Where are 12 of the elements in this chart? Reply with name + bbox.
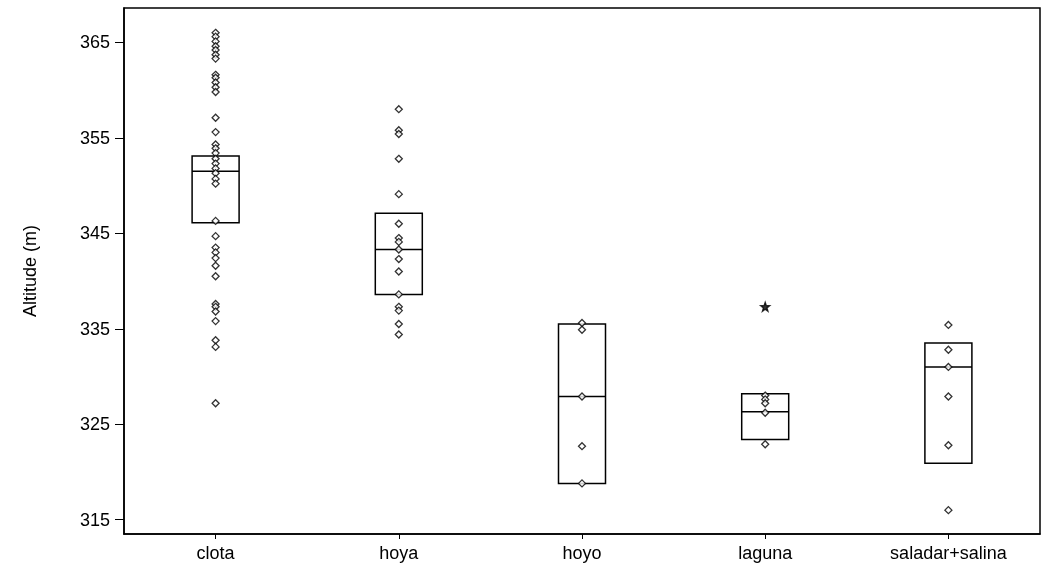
x-tick-label: hoya bbox=[379, 543, 420, 563]
x-tick-label: hoyo bbox=[562, 543, 602, 563]
y-tick-label: 325 bbox=[79, 414, 110, 435]
y-tick-label: 355 bbox=[79, 127, 110, 148]
y-tick-label: 335 bbox=[79, 318, 110, 339]
y-tick-label: 365 bbox=[79, 32, 110, 53]
x-tick-label: saladar+salina bbox=[890, 543, 1008, 563]
x-tick-label: clota bbox=[196, 543, 236, 563]
y-axis-title: Altitude (m) bbox=[20, 224, 40, 318]
x-tick-label: laguna bbox=[738, 543, 794, 563]
y-tick-label: 345 bbox=[79, 223, 110, 244]
y-tick-label: 315 bbox=[79, 509, 110, 530]
